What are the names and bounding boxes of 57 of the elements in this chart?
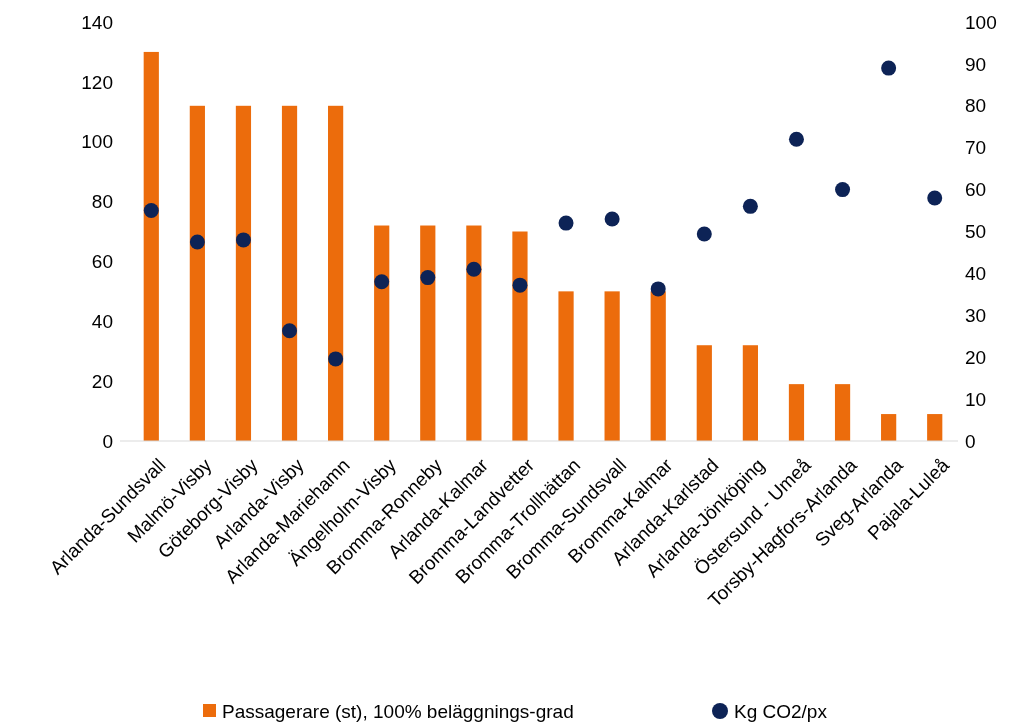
y-tick-label: 40 xyxy=(91,310,113,332)
bar xyxy=(374,225,390,441)
bar xyxy=(189,105,205,441)
y2-tick-label: 60 xyxy=(965,179,987,201)
point xyxy=(282,323,298,339)
bar xyxy=(143,51,159,441)
bar xyxy=(696,345,712,441)
y2-tick-label: 90 xyxy=(965,53,987,75)
y-tick-label: 0 xyxy=(102,430,113,452)
y2-tick-label: 70 xyxy=(965,137,987,159)
point xyxy=(696,226,712,242)
y2-tick-label: 30 xyxy=(965,304,987,326)
point xyxy=(835,182,851,198)
point xyxy=(604,211,620,227)
point xyxy=(881,60,897,76)
point xyxy=(927,190,943,206)
bar xyxy=(604,291,620,441)
point xyxy=(742,198,758,214)
y-tick-label: 60 xyxy=(91,251,113,273)
bar xyxy=(742,345,758,441)
point xyxy=(558,215,574,231)
bar xyxy=(650,291,666,441)
y2-tick-label: 10 xyxy=(965,388,987,410)
legend-label: Kg CO2/px xyxy=(734,700,828,722)
bar xyxy=(235,105,252,441)
y2-tick-label: 20 xyxy=(965,346,987,368)
y-tick-label: 80 xyxy=(91,191,113,213)
bar xyxy=(927,414,943,441)
y2-tick-label: 40 xyxy=(965,263,987,285)
y-tick-label: 20 xyxy=(91,370,113,392)
y2-tick-label: 80 xyxy=(965,95,987,117)
bar xyxy=(328,105,344,441)
bar xyxy=(881,414,897,441)
y2-tick-label: 100 xyxy=(965,11,997,33)
bar xyxy=(466,225,482,441)
point xyxy=(512,277,528,293)
legend-label: Passagerare (st), 100% beläggnings-grad xyxy=(222,700,574,722)
y-tick-label: 120 xyxy=(81,71,113,93)
point xyxy=(466,261,482,277)
bar xyxy=(788,384,805,441)
point xyxy=(420,270,436,286)
bar xyxy=(420,225,436,441)
y2-tick-label: 0 xyxy=(965,430,976,452)
point xyxy=(650,281,666,297)
y-tick-label: 140 xyxy=(81,11,113,33)
bar xyxy=(512,231,528,441)
y2-tick-label: 50 xyxy=(965,221,987,243)
bar xyxy=(281,105,298,441)
bar xyxy=(558,291,574,441)
point xyxy=(235,232,251,248)
bar xyxy=(834,384,851,441)
y-tick-label: 100 xyxy=(81,131,113,153)
point xyxy=(189,234,205,250)
point xyxy=(788,131,804,147)
point xyxy=(328,351,344,367)
point xyxy=(143,203,159,219)
point xyxy=(374,274,390,290)
